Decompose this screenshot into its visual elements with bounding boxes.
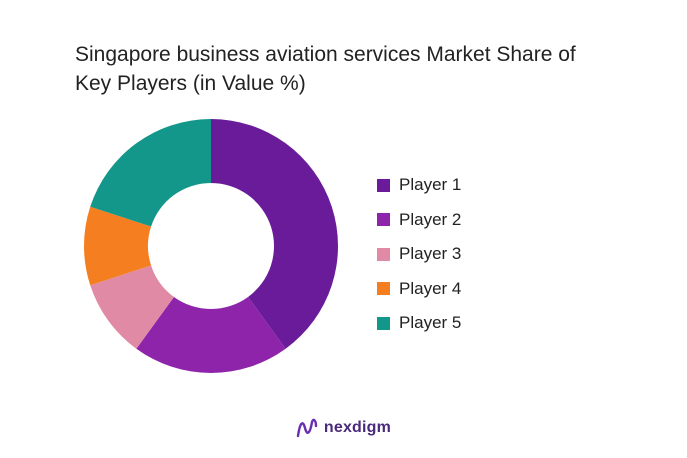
chart-title: Singapore business aviation services Mar… — [75, 43, 576, 95]
donut-slice-player-4 — [83, 206, 152, 286]
legend-item-player-4: Player 4 — [377, 272, 461, 307]
legend-label: Player 2 — [399, 209, 462, 229]
legend-label: Player 1 — [399, 175, 462, 195]
legend-label: Player 3 — [399, 244, 462, 264]
legend-swatch — [377, 282, 390, 296]
legend-item-player-1: Player 1 — [377, 168, 461, 203]
chart-legend: Player 1 Player 2 Player 3 Player 4 Play… — [377, 168, 461, 341]
legend-swatch — [377, 247, 390, 261]
legend-label: Player 4 — [399, 278, 462, 298]
donut-slice-player-3 — [90, 265, 174, 349]
nexdigm-logo-icon — [296, 418, 318, 438]
donut-slice-player-1 — [211, 119, 338, 349]
legend-swatch — [377, 316, 390, 330]
legend-label: Player 5 — [399, 313, 462, 333]
legend-item-player-3: Player 3 — [377, 237, 461, 272]
legend-swatch — [377, 178, 390, 192]
legend-swatch — [377, 213, 390, 227]
donut-slice-player-2 — [136, 296, 286, 373]
logo-text: nexdigm — [323, 419, 392, 436]
donut-slice-player-5 — [90, 119, 211, 227]
legend-item-player-2: Player 2 — [377, 203, 461, 238]
legend-item-player-5: Player 5 — [377, 306, 461, 341]
nexdigm-logo: nexdigm — [0, 418, 687, 438]
